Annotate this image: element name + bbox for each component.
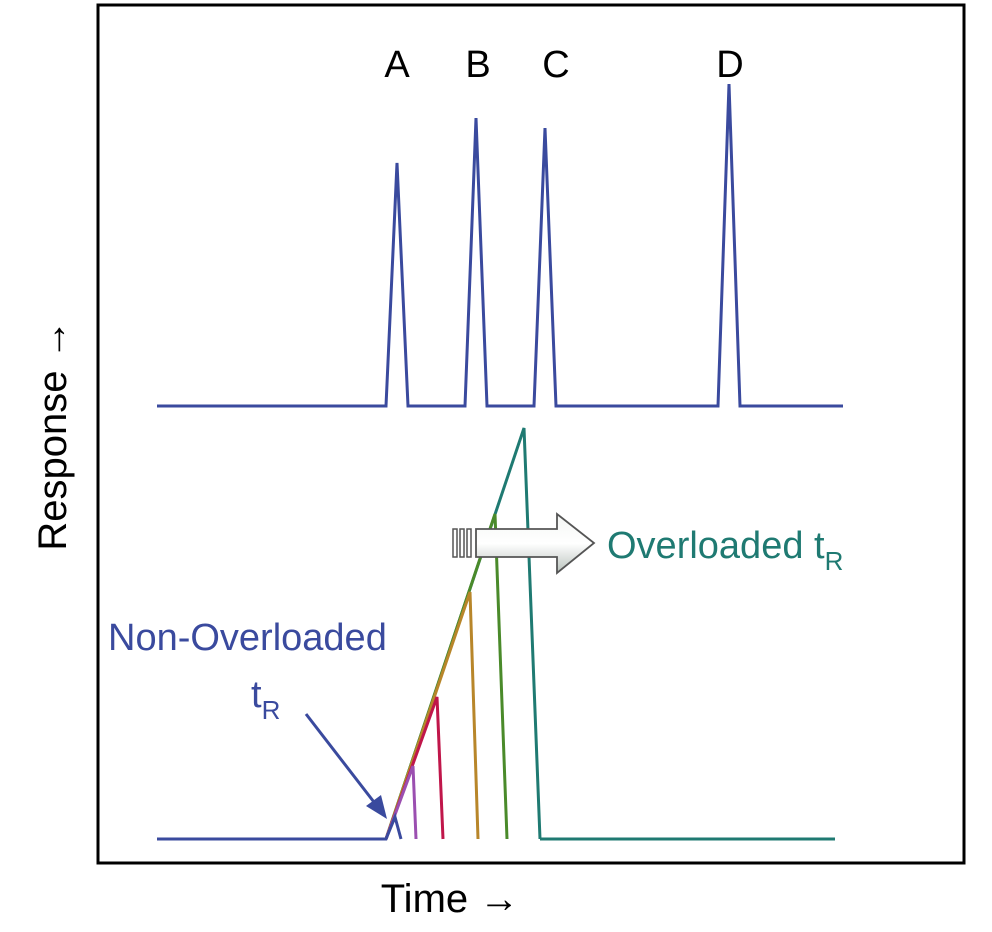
overloaded-tr-label: Overloaded tR (607, 525, 843, 576)
x-axis-label: Time → (381, 877, 520, 921)
y-axis-label: Response → (31, 319, 75, 550)
overloaded-peak-series (157, 427, 835, 841)
top-chromatogram-trace (157, 83, 843, 408)
peak-label-b: B (465, 44, 490, 86)
peak-label-d: D (716, 44, 743, 86)
overload-shift-arrow (452, 512, 596, 575)
overload-peak-1 (157, 812, 403, 841)
non-overloaded-pointer-arrow (304, 713, 387, 819)
peak-label-a: A (384, 44, 410, 86)
non-overloaded-tr-subscript: R (262, 695, 281, 725)
overloaded-tr-subscript: R (825, 546, 844, 576)
non-overloaded-tr-label: tR (251, 674, 280, 725)
non-overloaded-label: Non-Overloaded (108, 617, 387, 659)
peak-label-c: C (542, 44, 569, 86)
plot-frame (96, 3, 966, 865)
